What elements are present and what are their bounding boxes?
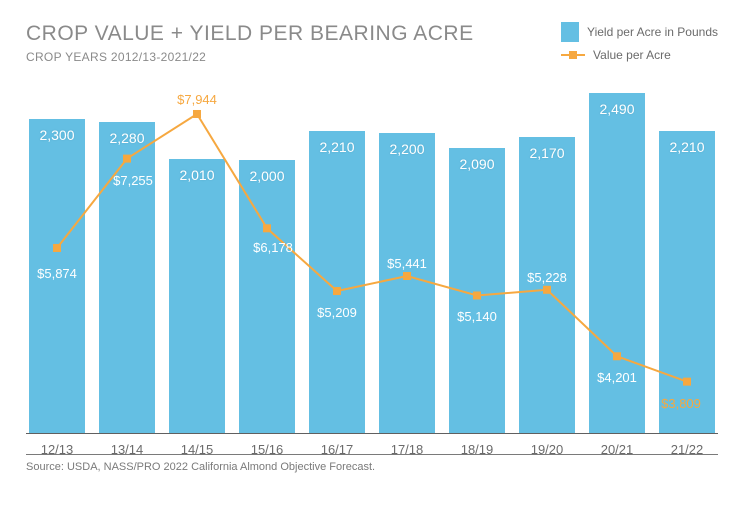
x-tick: 14/15 xyxy=(181,442,214,457)
plot-area: 2,3002,2802,0102,0002,2102,2002,0902,170… xyxy=(26,78,718,434)
line-value-label: $7,944 xyxy=(177,92,217,107)
x-tick: 21/22 xyxy=(671,442,704,457)
header-row: CROP VALUE + YIELD PER BEARING ACRE CROP… xyxy=(26,22,718,68)
line-value-label: $5,874 xyxy=(37,266,77,281)
x-tick: 13/14 xyxy=(111,442,144,457)
line-value-label: $5,441 xyxy=(387,256,427,271)
title-block: CROP VALUE + YIELD PER BEARING ACRE CROP… xyxy=(26,22,474,64)
legend-bar-label: Yield per Acre in Pounds xyxy=(587,25,718,39)
line-value-label: $6,178 xyxy=(253,240,293,255)
x-tick: 16/17 xyxy=(321,442,354,457)
legend-line-label: Value per Acre xyxy=(593,48,671,62)
x-tick: 12/13 xyxy=(41,442,74,457)
chart-area: 2,3002,2802,0102,0002,2102,2002,0902,170… xyxy=(26,78,718,442)
line-value-label: $7,255 xyxy=(113,173,153,188)
x-tick: 19/20 xyxy=(531,442,564,457)
line-value-label: $5,209 xyxy=(317,305,357,320)
bar-swatch-icon xyxy=(561,22,579,42)
x-tick: 17/18 xyxy=(391,442,424,457)
line-value-label: $5,228 xyxy=(527,270,567,285)
chart-title: CROP VALUE + YIELD PER BEARING ACRE xyxy=(26,22,474,46)
source-text: Source: USDA, NASS/PRO 2022 California A… xyxy=(26,461,718,473)
legend-item-line: Value per Acre xyxy=(561,48,718,62)
line-value-label: $3,809 xyxy=(661,396,701,411)
legend: Yield per Acre in Pounds Value per Acre xyxy=(561,22,718,68)
chart-subtitle: CROP YEARS 2012/13-2021/22 xyxy=(26,50,474,64)
chart-frame: CROP VALUE + YIELD PER BEARING ACRE CROP… xyxy=(0,0,744,506)
line-value-label: $5,140 xyxy=(457,309,497,324)
x-tick: 15/16 xyxy=(251,442,284,457)
x-axis-ticks: 12/1313/1414/1515/1616/1717/1818/1919/20… xyxy=(26,434,718,442)
x-tick: 18/19 xyxy=(461,442,494,457)
x-tick: 20/21 xyxy=(601,442,634,457)
line-swatch-icon xyxy=(561,49,585,61)
line-labels-layer: $5,874 $7,255 $7,944 $6,178 $5,209 $5,441 $5,1… xyxy=(26,78,718,434)
legend-item-bar: Yield per Acre in Pounds xyxy=(561,22,718,42)
line-value-label: $4,201 xyxy=(597,370,637,385)
